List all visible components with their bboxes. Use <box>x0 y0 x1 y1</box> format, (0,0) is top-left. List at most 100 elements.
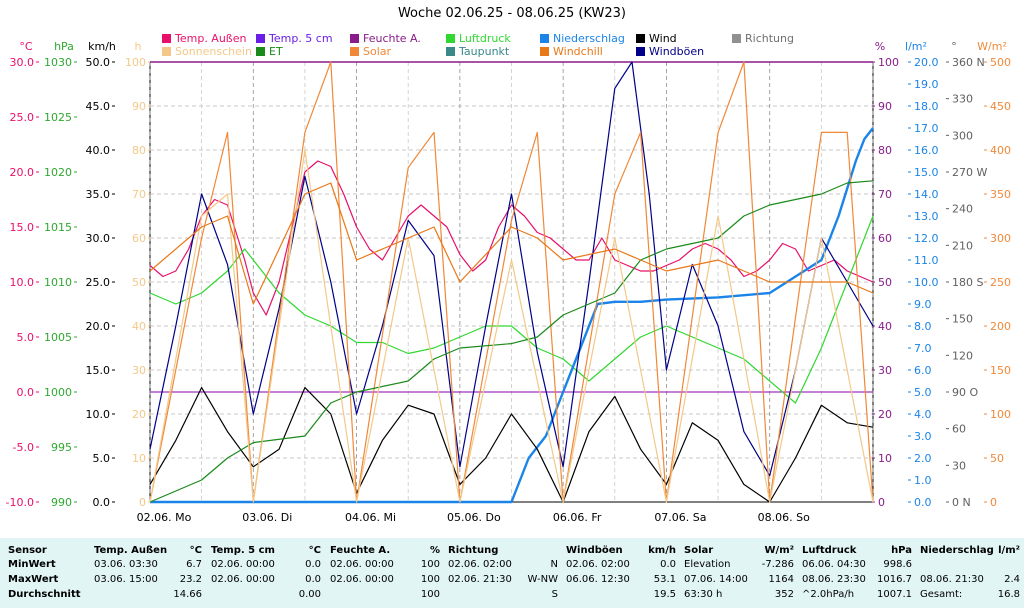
legend-swatch <box>446 47 455 56</box>
legend-swatch <box>162 34 171 43</box>
axis-tick-dir: 0 N <box>952 496 971 509</box>
series-line <box>149 61 874 503</box>
stats-min-time: 03.06. 03:30 <box>94 559 158 570</box>
stats-max-time: 03.06. 15:00 <box>94 574 158 585</box>
series-line <box>149 182 874 305</box>
legend-swatch <box>732 34 741 43</box>
stats-min-time: 02.06. 00:00 <box>330 559 394 570</box>
axis-unit-temp: °C <box>19 40 33 53</box>
axis-tick-temp: -10.0 <box>6 496 34 509</box>
stats-col-header: Temp. 5 cm <box>211 545 275 556</box>
x-tick-label: 02.06. Mo <box>137 511 192 524</box>
axis-tick-solar: 250 <box>990 276 1011 289</box>
stats-max-time: 08.06. 23:30 <box>802 574 866 585</box>
axis-tick-kmh: 40.0 <box>86 144 111 157</box>
axis-tick-temp: 10.0 <box>10 276 35 289</box>
stats-avg-value: 1007.1 <box>877 589 912 600</box>
legend-label: Temp. Außen <box>175 32 247 45</box>
stats-row-label: Durchschnitt <box>8 589 81 600</box>
legend-item: Windchill <box>540 46 603 58</box>
stats-max-value: 1016.7 <box>877 574 912 585</box>
axis-tick-kmh: 10.0 <box>86 408 111 421</box>
axis-tick-rain: 3.0 <box>914 430 932 443</box>
axis-tick-h: 90 <box>132 100 146 113</box>
axis-tick-pct: 60 <box>878 232 892 245</box>
axis-tick-temp: 5.0 <box>17 331 35 344</box>
axis-tick-hpa: 1005 <box>44 331 72 344</box>
stats-col-unit: hPa <box>891 545 912 556</box>
axis-tick-rain: 12.0 <box>914 232 939 245</box>
axis-tick-hpa: 1030 <box>44 56 72 69</box>
axis-tick-solar: 450 <box>990 100 1011 113</box>
axis-tick-hpa: 1010 <box>44 276 72 289</box>
legend-label: Sonnenschein <box>175 45 252 58</box>
legend-swatch <box>446 34 455 43</box>
legend-item: Richtung <box>732 33 794 45</box>
stats-avg-label: 63:30 h <box>684 589 723 600</box>
axis-tick-kmh: 30.0 <box>86 232 111 245</box>
axis-tick-pct: 20 <box>878 408 892 421</box>
stats-max-value: 2.4 <box>1004 574 1020 585</box>
series-line <box>149 61 874 477</box>
legend-label: Wind <box>649 32 677 45</box>
stats-row-label: Sensor <box>8 545 47 556</box>
axis-tick-hpa: 1025 <box>44 111 72 124</box>
legend-label: Feuchte A. <box>363 32 421 45</box>
axis-tick-dir: 360 N <box>952 56 985 69</box>
legend-item: Solar <box>350 46 391 58</box>
axis-tick-solar: 350 <box>990 188 1011 201</box>
legend-label: Niederschlag <box>553 32 625 45</box>
stats-col-unit: °C <box>189 545 202 556</box>
stats-max-value: 100 <box>420 574 440 585</box>
legend-swatch <box>350 47 359 56</box>
x-tick-label: 06.06. Fr <box>553 511 602 524</box>
stats-max-value: 53.1 <box>653 574 676 585</box>
stats-col-unit: l/m² <box>998 545 1020 556</box>
axis-tick-solar: 500 <box>990 56 1011 69</box>
axis-tick-dir: 240 <box>952 203 973 216</box>
axis-tick-rain: 19.0 <box>914 78 939 91</box>
stats-min-time: Elevation <box>684 559 731 570</box>
axis-tick-h: 50 <box>132 276 146 289</box>
legend-item: Sonnenschein <box>162 46 252 58</box>
legend-item: Niederschlag <box>540 33 625 45</box>
axis-tick-dir: 150 <box>952 313 973 326</box>
stats-min-value: -7.286 <box>761 559 794 570</box>
axis-unit-rain: l/m² <box>905 40 927 53</box>
axis-unit-h: h <box>135 40 142 53</box>
stats-max-time: 02.06. 21:30 <box>448 574 512 585</box>
legend-swatch <box>256 34 265 43</box>
axis-tick-rain: 1.0 <box>914 474 932 487</box>
axis-tick-rain: 11.0 <box>914 254 939 267</box>
stats-avg-label: Gesamt: <box>920 589 963 600</box>
stats-min-time: 02.06. 02:00 <box>448 559 512 570</box>
axis-tick-solar: 100 <box>990 408 1011 421</box>
axis-tick-pct: 30 <box>878 364 892 377</box>
axis-tick-pct: 80 <box>878 144 892 157</box>
x-tick-label: 07.06. Sa <box>654 511 706 524</box>
axis-tick-dir: 270 W <box>952 166 987 179</box>
legend-item: Wind <box>636 33 677 45</box>
axis-tick-solar: 150 <box>990 364 1011 377</box>
axis-unit-hpa: hPa <box>54 40 74 53</box>
stats-max-value: 23.2 <box>179 574 202 585</box>
axis-tick-h: 30 <box>132 364 146 377</box>
legend-swatch <box>540 34 549 43</box>
axis-tick-pct: 10 <box>878 452 892 465</box>
axis-tick-kmh: 25.0 <box>86 276 111 289</box>
axis-tick-h: 40 <box>132 320 146 333</box>
axis-tick-solar: 400 <box>990 144 1011 157</box>
axis-tick-dir: 210 <box>952 239 973 252</box>
legend-item: Temp. Außen <box>162 33 246 45</box>
axis-tick-temp: 20.0 <box>10 166 35 179</box>
axis-tick-hpa: 990 <box>51 496 72 509</box>
stats-max-value: 1164 <box>768 574 794 585</box>
legend-swatch <box>636 34 645 43</box>
axis-tick-solar: 200 <box>990 320 1011 333</box>
stats-max-time: 02.06. 00:00 <box>330 574 394 585</box>
legend-swatch <box>636 47 645 56</box>
axis-tick-h: 100 <box>125 56 146 69</box>
axis-tick-temp: 25.0 <box>10 111 35 124</box>
axis-tick-dir: 300 <box>952 129 973 142</box>
axis-tick-hpa: 1015 <box>44 221 72 234</box>
